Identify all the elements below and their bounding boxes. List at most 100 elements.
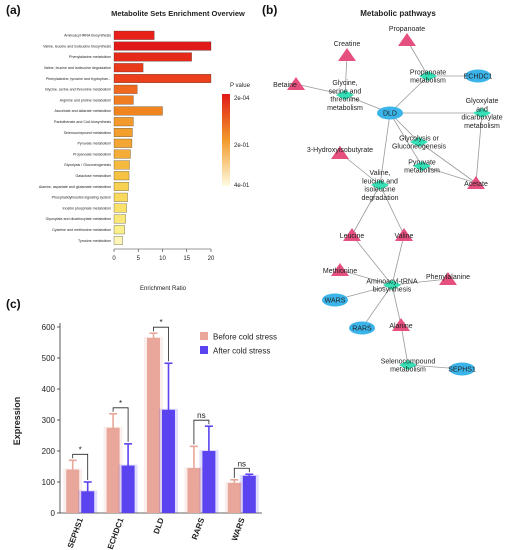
enrichment-bar — [113, 41, 212, 51]
enrichment-category-label: Glycolysis / Gluconeogenesis — [64, 163, 111, 167]
enrichment-bar — [113, 171, 130, 181]
metabolite-triangle-icon — [331, 146, 349, 159]
pvalue-colorbar — [222, 94, 230, 186]
network-node-label: Leucine — [340, 233, 365, 240]
pvalue-legend-tick: 2e-04 — [234, 96, 250, 102]
expression-legend: Before cold stress After cold stress — [200, 332, 277, 356]
enrichment-bar — [113, 63, 144, 73]
network-node-vli: Valine, leucine and isoleucine degradation — [362, 170, 399, 202]
enrichment-category-label: Glyoxylate and dicarboxylate metabolism — [46, 217, 111, 221]
network-node-label: Propanoate — [389, 26, 425, 33]
network-node-label: Propanoate metabolism — [410, 69, 446, 84]
legend-label: Before cold stress — [213, 333, 277, 342]
network-node-label: Alanine — [389, 323, 412, 330]
enrichment-category-label: Phenylalanine metabolism — [69, 55, 111, 59]
network-node-label: Acetate — [464, 181, 488, 188]
network-node-label: Aminoacyl-tRNA biosynthesis — [366, 278, 418, 293]
enrichment-bar — [113, 74, 212, 83]
significance-marker: * — [159, 318, 162, 327]
enrichment-category-label: Valine, leucine and isoleucine degradati… — [44, 66, 111, 70]
expression-bar — [106, 427, 120, 513]
network-node-label: Selenocompound metabolism — [381, 358, 436, 373]
enrichment-bar — [113, 214, 126, 224]
metabolite-triangle-icon — [439, 272, 457, 285]
enrichment-bar — [113, 95, 134, 105]
expression-y-axis-label: Expression — [12, 397, 22, 446]
expression-category-label: DLD — [152, 516, 166, 535]
metabolite-triangle-icon — [398, 33, 416, 46]
enrichment-category-label: Ascorbate and aldarate metabolism — [54, 109, 111, 113]
network-node-valine: Valine — [395, 228, 414, 241]
gene-ellipse-icon — [322, 293, 348, 307]
expression-y-tick-label: 300 — [42, 416, 56, 425]
metabolite-triangle-icon — [331, 263, 349, 276]
pathway-diamond-icon — [399, 360, 417, 370]
enrichment-chart-title: Metabolite Sets Enrichment Overview — [111, 9, 245, 18]
enrichment-x-tick-label: 15 — [183, 256, 190, 262]
enrichment-category-label: Valine, leucine and isoleucine biosynthe… — [43, 44, 111, 48]
expression-y-tick-label: 0 — [51, 509, 56, 518]
gene-ellipse-icon — [449, 362, 475, 376]
network-node-label: WARS — [325, 298, 346, 305]
expression-chart: 0 100 200 300 400 500 600 SEPHS1 ECHDC1 DLD RARS WA… — [12, 318, 277, 550]
enrichment-category-label: Galactose metabolism — [75, 174, 111, 178]
enrichment-category-label: Tyrosine metabolism — [78, 239, 111, 243]
network-edge — [351, 234, 393, 286]
network-edge — [400, 324, 409, 366]
enrichment-bar — [113, 30, 155, 40]
network-node-label: DLD — [383, 111, 397, 118]
network-node-label: Glyoxylate and dicarboxylate metabolism — [461, 98, 502, 130]
enrichment-category-label: Alanine, aspartate and glutamate metabol… — [39, 185, 111, 189]
network-node-rars: RARS — [349, 321, 375, 335]
network-edge — [351, 184, 381, 236]
network-edge — [361, 284, 393, 329]
pvalue-legend-title: P value — [230, 83, 251, 89]
enrichment-category-label: Phenylalanine, tyrosine and tryptophan..… — [46, 77, 111, 81]
enrichment-x-tick-label: 20 — [208, 256, 215, 262]
network-edge — [475, 112, 483, 184]
significance-bracket — [72, 453, 89, 480]
metabolite-triangle-icon — [338, 48, 356, 61]
significance-bracket — [233, 467, 250, 478]
network-node-wars: WARS — [322, 293, 348, 307]
enrichment-bar — [113, 149, 131, 159]
enrichment-bar — [113, 138, 133, 148]
panel-letter-b: (b) — [262, 3, 277, 17]
enrichment-category-label: Glycine, serine and threonine metabolism — [45, 88, 111, 92]
enrichment-bar — [113, 84, 138, 94]
expression-y-tick-label: 500 — [42, 354, 56, 363]
enrichment-x-tick-label: 5 — [137, 256, 141, 262]
pathway-diamond-icon — [383, 280, 401, 290]
network-node-alanine: Alanine — [389, 318, 413, 331]
enrichment-bar — [113, 52, 192, 62]
expression-bar — [202, 451, 216, 513]
network-node-glyox: Glyoxylate and dicarboxylate metabolism — [461, 98, 502, 130]
network-node-creatine: Creatine — [334, 41, 361, 61]
network-node-label: Creatine — [334, 41, 361, 48]
network-node-label: RARS — [352, 326, 372, 333]
network-node-betaine: Betaine — [273, 77, 305, 90]
pvalue-legend-tick: 2e-01 — [234, 143, 250, 149]
pathway-diamond-icon — [371, 180, 389, 190]
network-node-seleno: Selenocompound metabolism — [381, 358, 436, 373]
legend-swatch — [200, 346, 208, 354]
expression-category-label: ECHDC1 — [106, 516, 126, 550]
enrichment-bar — [113, 117, 134, 127]
pathway-diamond-icon — [419, 71, 437, 81]
enrichment-category-label: Aminoacyl-tRNA biosynthesis — [64, 34, 111, 38]
network-edge — [391, 234, 405, 286]
enrichment-category-label: Selenocompound metabolism — [64, 131, 111, 135]
network-node-label: SEPHS1 — [448, 367, 476, 374]
network-node-label: Methionine — [323, 268, 357, 275]
network-edge — [391, 278, 449, 286]
significance-marker: ns — [197, 411, 205, 420]
significance-bracket — [153, 326, 169, 362]
enrichment-bar — [113, 106, 163, 116]
significance-bracket — [112, 407, 129, 442]
expression-bar — [121, 465, 135, 513]
significance-marker: * — [119, 399, 122, 408]
metabolite-triangle-icon — [287, 77, 305, 90]
metabolite-triangle-icon — [395, 228, 413, 241]
expression-y-tick-label: 400 — [42, 385, 56, 394]
expression-bar — [147, 337, 160, 513]
